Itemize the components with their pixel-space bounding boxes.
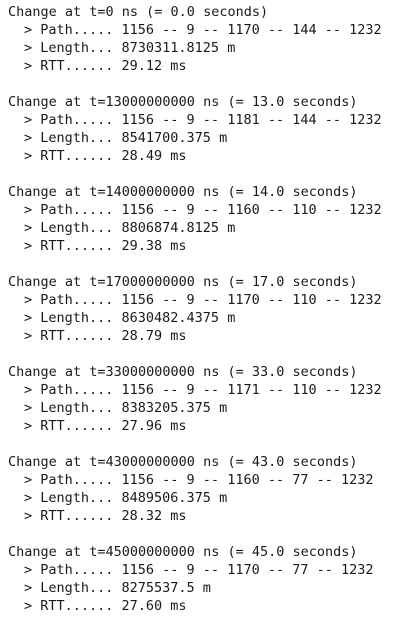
path-line: > Path..... 1156 -- 9 -- 1170 -- 110 -- … <box>24 292 382 308</box>
length-line: > Length... 8489506.375 m <box>24 490 228 506</box>
rtt-line: > RTT...... 28.79 ms <box>24 328 187 344</box>
log-block: Change at t=45000000000 ns (= 45.0 secon… <box>8 543 411 615</box>
change-header: Change at t=17000000000 ns (= 17.0 secon… <box>8 274 358 290</box>
length-line: > Length... 8730311.8125 m <box>24 40 236 56</box>
log-block: Change at t=17000000000 ns (= 17.0 secon… <box>8 273 411 345</box>
log-block: Change at t=13000000000 ns (= 13.0 secon… <box>8 93 411 165</box>
rtt-line: > RTT...... 27.60 ms <box>24 598 187 614</box>
path-line: > Path..... 1156 -- 9 -- 1160 -- 110 -- … <box>24 202 382 218</box>
rtt-line: > RTT...... 27.96 ms <box>24 418 187 434</box>
path-line: > Path..... 1156 -- 9 -- 1170 -- 77 -- 1… <box>24 562 374 578</box>
change-header: Change at t=43000000000 ns (= 43.0 secon… <box>8 454 358 470</box>
change-header: Change at t=33000000000 ns (= 33.0 secon… <box>8 364 358 380</box>
rtt-line: > RTT...... 28.49 ms <box>24 148 187 164</box>
change-header: Change at t=0 ns (= 0.0 seconds) <box>8 4 269 20</box>
length-line: > Length... 8806874.8125 m <box>24 220 236 236</box>
rtt-line: > RTT...... 29.38 ms <box>24 238 187 254</box>
log-block: Change at t=43000000000 ns (= 43.0 secon… <box>8 453 411 525</box>
length-line: > Length... 8630482.4375 m <box>24 310 236 326</box>
change-header: Change at t=13000000000 ns (= 13.0 secon… <box>8 94 358 110</box>
length-line: > Length... 8275537.5 m <box>24 580 211 596</box>
change-header: Change at t=45000000000 ns (= 45.0 secon… <box>8 544 358 560</box>
log-block: Change at t=33000000000 ns (= 33.0 secon… <box>8 363 411 435</box>
change-header: Change at t=14000000000 ns (= 14.0 secon… <box>8 184 358 200</box>
rtt-line: > RTT...... 29.12 ms <box>24 58 187 74</box>
log-block: Change at t=0 ns (= 0.0 seconds) > Path..… <box>8 3 411 75</box>
path-line: > Path..... 1156 -- 9 -- 1170 -- 144 -- … <box>24 22 382 38</box>
path-line: > Path..... 1156 -- 9 -- 1181 -- 144 -- … <box>24 112 382 128</box>
length-line: > Length... 8541700.375 m <box>24 130 228 146</box>
path-line: > Path..... 1156 -- 9 -- 1171 -- 110 -- … <box>24 382 382 398</box>
path-line: > Path..... 1156 -- 9 -- 1160 -- 77 -- 1… <box>24 472 374 488</box>
log-block: Change at t=14000000000 ns (= 14.0 secon… <box>8 183 411 255</box>
rtt-line: > RTT...... 28.32 ms <box>24 508 187 524</box>
length-line: > Length... 8383205.375 m <box>24 400 228 416</box>
